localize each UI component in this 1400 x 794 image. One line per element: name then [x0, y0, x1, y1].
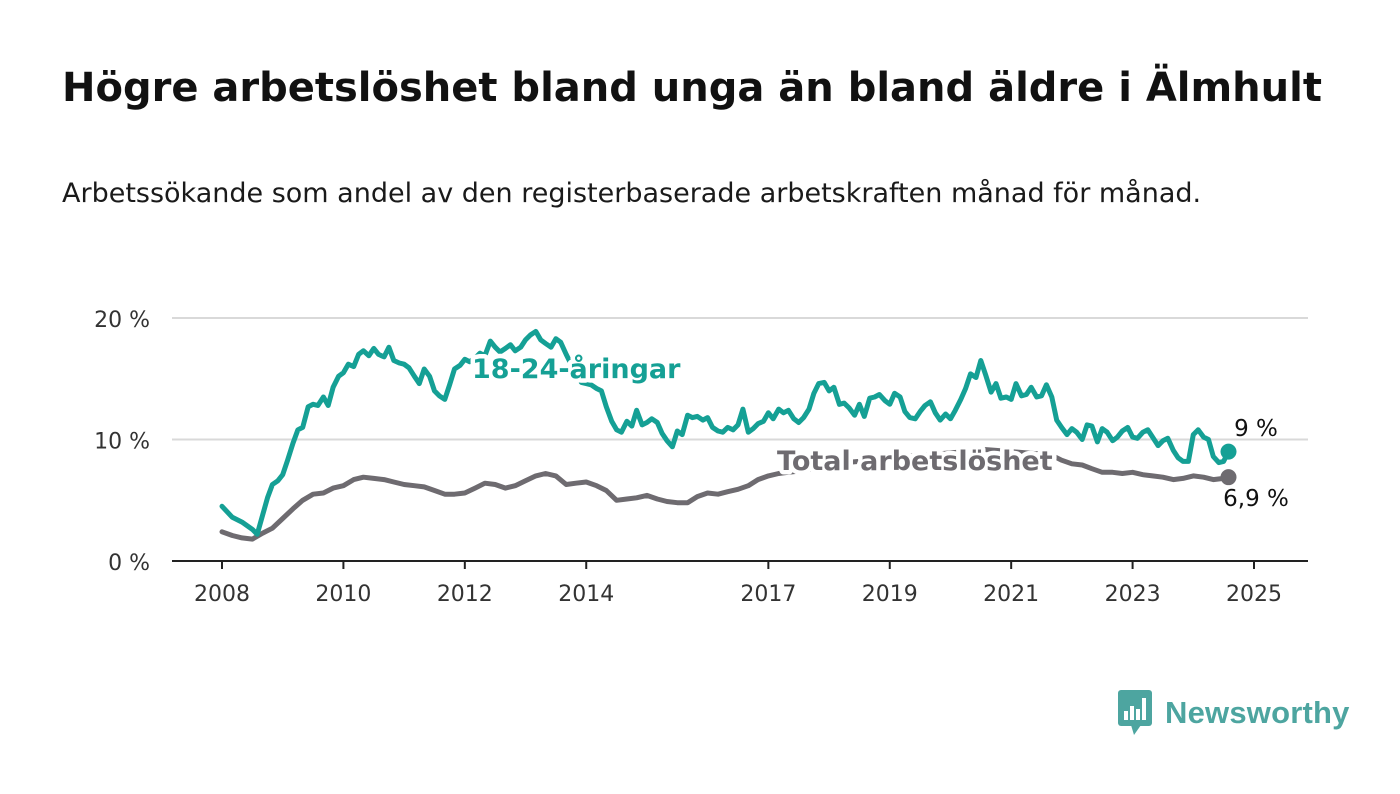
brand-name: Newsworthy: [1165, 695, 1350, 730]
series-end-point: [1220, 469, 1237, 486]
x-tick-label: 2021: [983, 582, 1039, 607]
series-end-point: [1220, 443, 1237, 460]
chart-title: Högre arbetslöshet bland unga än bland ä…: [62, 65, 1322, 111]
x-tick-label: 2012: [437, 582, 493, 607]
x-tick-label: 2025: [1226, 582, 1282, 607]
y-tick-label: 10 %: [94, 430, 150, 455]
newsworthy-logo: Newsworthy: [1117, 688, 1350, 738]
series-name-label-halo: 18-24-åringar: [472, 353, 681, 385]
series-name-label-halo: Total arbetslöshet: [777, 446, 1053, 477]
series-name-label: Total arbetslöshet: [777, 446, 1053, 477]
y-tick-label: 0 %: [108, 551, 150, 576]
bar-chart-speech-bubble-icon: [1118, 690, 1152, 735]
x-tick-label: 2017: [740, 582, 796, 607]
y-tick-label: 20 %: [94, 308, 150, 333]
end-value-label: 9 %: [1234, 416, 1278, 442]
axes: 0 % 10 % 20 % 2008 2010 2012 2014 2017 2019 2021 2…: [94, 308, 1308, 607]
end-value-label: 6,9 %: [1223, 486, 1289, 512]
x-tick-label: 2010: [315, 582, 371, 607]
series-line: [219, 328, 1231, 537]
series-line: [219, 446, 1231, 542]
x-tick-label: 2008: [194, 582, 250, 607]
series-name-label: 18-24-åringar: [472, 353, 681, 385]
x-tick-label: 2014: [558, 582, 614, 607]
series-lines: [219, 328, 1237, 542]
chart-subtitle: Arbetssökande som andel av den registerb…: [62, 178, 1202, 209]
gridlines: [172, 317, 1308, 441]
x-tick-label: 2019: [862, 582, 918, 607]
x-tick-label: 2023: [1105, 582, 1161, 607]
